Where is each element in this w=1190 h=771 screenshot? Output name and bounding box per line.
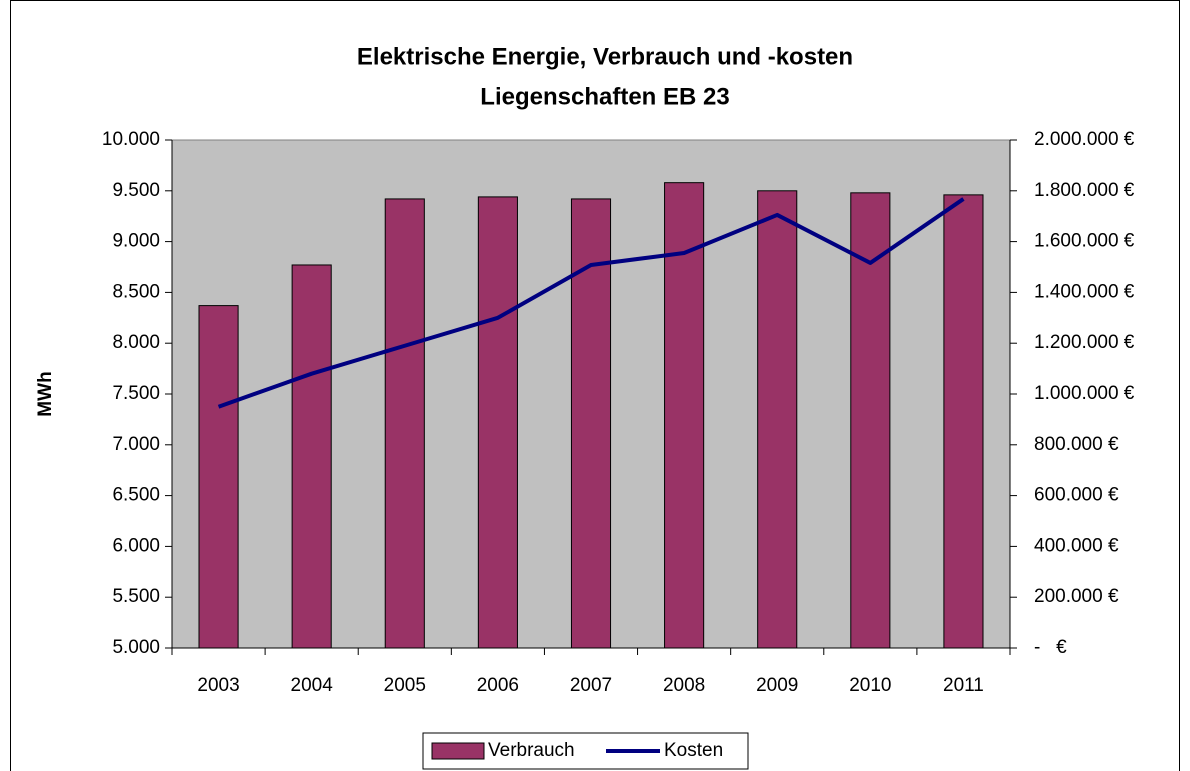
y2-tick-label: 600.000 €: [1034, 485, 1119, 506]
y2-tick-label: 2.000.000 €: [1034, 129, 1135, 150]
x-tick-label: 2010: [849, 675, 891, 696]
legend-label: Verbrauch: [488, 740, 575, 761]
x-tick-label: 2004: [291, 675, 334, 696]
x-tick-label: 2008: [663, 675, 705, 696]
y2-tick-label: 1.000.000 €: [1034, 383, 1135, 404]
y-tick-label: 6.000: [112, 535, 160, 556]
x-tick-label: 2011: [943, 675, 984, 696]
line: [217, 197, 965, 409]
bar: [198, 305, 239, 649]
bar: [291, 264, 332, 649]
x-tick-label: 2003: [197, 675, 239, 696]
y2-tick-label: 1.600.000 €: [1034, 231, 1135, 252]
bar: [850, 192, 891, 649]
chart-title: Elektrische Energie, Verbrauch und -kost…: [357, 43, 853, 70]
y-tick-label: 5.000: [112, 637, 160, 658]
y-tick-label: 8.500: [112, 281, 160, 302]
bar: [384, 198, 425, 649]
x-tick-label: 2007: [570, 675, 612, 696]
x-tick-label: 2006: [477, 675, 519, 696]
legend-swatch: [431, 742, 485, 760]
legend-label: Kosten: [664, 740, 723, 761]
y2-tick-label: 1.800.000 €: [1034, 180, 1135, 201]
bar: [477, 196, 518, 649]
y2-tick-label: 200.000 €: [1034, 586, 1119, 607]
x-tick-label: 2009: [756, 675, 798, 696]
y-tick-label: 10.000: [102, 129, 160, 150]
y2-tick-label: 400.000 €: [1034, 535, 1119, 556]
y-tick-label: 9.500: [112, 180, 160, 201]
y2-tick-label: 1.200.000 €: [1034, 332, 1135, 353]
x-tick-label: 2005: [384, 675, 426, 696]
y-tick-label: 7.500: [112, 383, 160, 404]
chart-subtitle: Liegenschaften EB 23: [480, 83, 729, 110]
bar: [757, 190, 798, 649]
y-tick-label: 5.500: [112, 586, 160, 607]
y-tick-label: 8.000: [112, 332, 160, 353]
y2-tick-label: 800.000 €: [1034, 434, 1119, 455]
y2-tick-label: 1.400.000 €: [1034, 281, 1135, 302]
y2-tick-label: - €: [1034, 637, 1067, 658]
bar: [943, 194, 984, 649]
y-axis-label: MWh: [35, 371, 56, 416]
y-tick-label: 9.000: [112, 231, 160, 252]
y-tick-label: 7.000: [112, 434, 160, 455]
y-tick-label: 6.500: [112, 485, 160, 506]
